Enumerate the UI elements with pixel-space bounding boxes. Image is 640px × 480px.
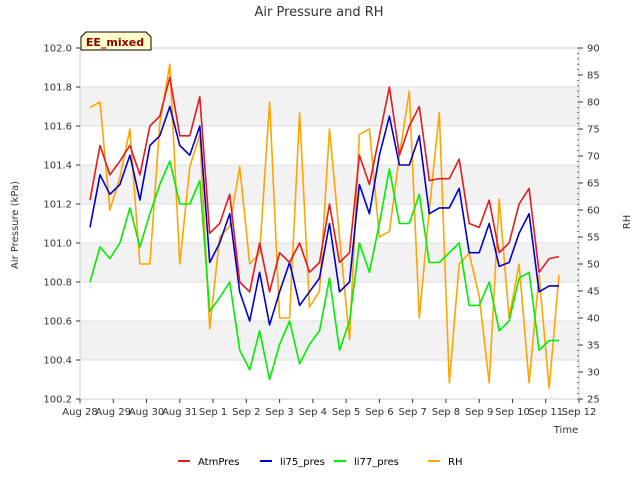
x-tick-label: Aug 28 bbox=[62, 407, 97, 418]
y2-tick-label: 55 bbox=[587, 233, 600, 244]
y2-tick-label: 60 bbox=[587, 206, 600, 217]
y-tick-label: 100.2 bbox=[43, 395, 72, 406]
x-tick-label: Sep 12 bbox=[562, 407, 597, 418]
y-axis-right: 25 30 35 40 45 50 55 60 65 70 75 80 85 90 bbox=[577, 44, 600, 406]
y-tick-label: 101.0 bbox=[43, 239, 72, 250]
y-tick-label: 100.6 bbox=[43, 317, 72, 328]
y2-axis-title: RH bbox=[622, 215, 633, 229]
legend-label: li77_pres bbox=[354, 457, 399, 468]
x-tick-label: Sep 3 bbox=[265, 407, 293, 418]
y-tick-label: 101.2 bbox=[43, 200, 72, 211]
y-axis-title: Air Pressure (kPa) bbox=[10, 181, 21, 269]
series-line-rh bbox=[89, 63, 560, 390]
y2-tick-label: 90 bbox=[587, 44, 600, 55]
series-line-li75-pres bbox=[89, 105, 559, 326]
annotation-badge: EE_mixed bbox=[80, 31, 152, 51]
x-tick-label: Sep 6 bbox=[365, 407, 393, 418]
legend-label: RH bbox=[448, 457, 462, 468]
y-axis-left: 100.2 100.4 100.6 100.8 101.0 101.2 101.4 101.6… bbox=[43, 44, 80, 406]
series-layer bbox=[89, 63, 560, 390]
x-tick-label: Aug 30 bbox=[129, 407, 164, 418]
x-tick-label: Sep 8 bbox=[432, 407, 460, 418]
y-tick-label: 101.8 bbox=[43, 83, 72, 94]
y2-tick-label: 75 bbox=[587, 125, 600, 136]
band bbox=[80, 321, 579, 360]
x-axis-title: Time bbox=[553, 425, 578, 436]
x-tick-label: Sep 2 bbox=[232, 407, 260, 418]
y-tick-label: 102.0 bbox=[43, 44, 72, 55]
y-tick-label: 101.4 bbox=[43, 161, 72, 172]
chart-title: Air Pressure and RH bbox=[254, 5, 383, 20]
x-tick-label: Sep 10 bbox=[495, 407, 530, 418]
x-tick-label: Sep 1 bbox=[199, 407, 227, 418]
y2-tick-label: 45 bbox=[587, 287, 600, 298]
y2-tick-label: 80 bbox=[587, 98, 600, 109]
x-tick-label: Sep 5 bbox=[332, 407, 360, 418]
y-tick-label: 100.4 bbox=[43, 356, 72, 367]
x-tick-label: Sep 9 bbox=[465, 407, 493, 418]
x-tick-label: Aug 31 bbox=[162, 407, 197, 418]
y2-tick-label: 35 bbox=[587, 341, 600, 352]
y2-tick-label: 40 bbox=[587, 314, 600, 325]
x-tick-label: Sep 7 bbox=[398, 407, 426, 418]
legend-label: li75_pres bbox=[280, 457, 325, 468]
y2-tick-label: 25 bbox=[587, 395, 600, 406]
band bbox=[80, 165, 579, 204]
y2-tick-label: 65 bbox=[587, 179, 600, 190]
legend: AtmPres li75_pres li77_pres RH bbox=[178, 457, 462, 468]
series-line-li77-pres bbox=[89, 160, 559, 381]
x-tick-label: Aug 29 bbox=[96, 407, 131, 418]
y2-tick-label: 50 bbox=[587, 260, 600, 271]
y2-tick-label: 30 bbox=[587, 368, 600, 379]
x-tick-label: Sep 4 bbox=[299, 407, 327, 418]
plot-frame bbox=[79, 47, 580, 400]
annotation-text: EE_mixed bbox=[86, 36, 144, 49]
y-tick-label: 100.8 bbox=[43, 278, 72, 289]
y2-tick-label: 70 bbox=[587, 152, 600, 163]
series-line-atmpres bbox=[89, 76, 560, 293]
x-tick-label: Sep 11 bbox=[528, 407, 563, 418]
y2-tick-label: 85 bbox=[587, 71, 600, 82]
y-tick-label: 101.6 bbox=[43, 122, 72, 133]
legend-label: AtmPres bbox=[198, 457, 239, 468]
